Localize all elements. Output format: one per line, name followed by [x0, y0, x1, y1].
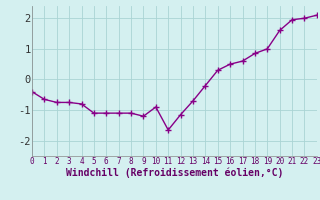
- X-axis label: Windchill (Refroidissement éolien,°C): Windchill (Refroidissement éolien,°C): [66, 168, 283, 178]
